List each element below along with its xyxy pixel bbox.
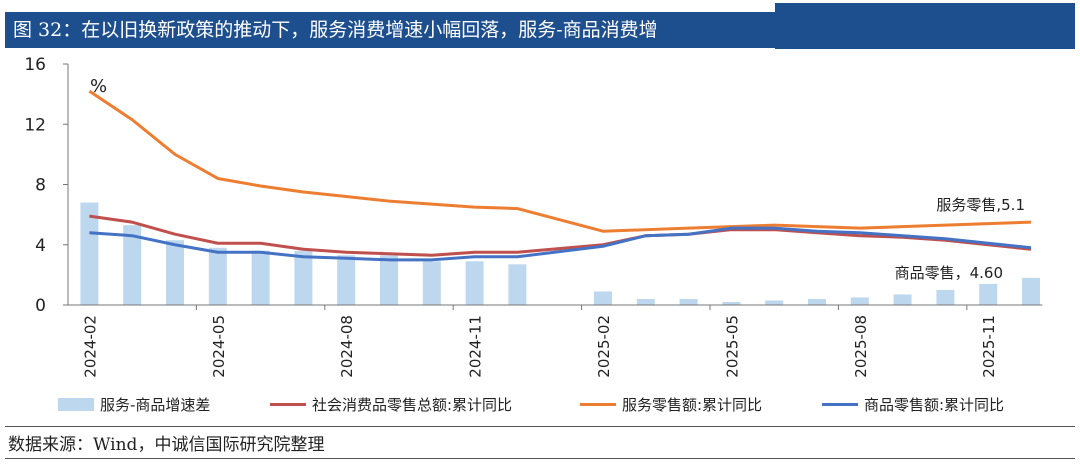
y-tick-label: 0 — [35, 296, 46, 316]
bar — [808, 298, 826, 305]
x-tick-label: 2024-05 — [210, 315, 228, 378]
x-tick-label: 2025-08 — [852, 315, 870, 378]
annotation-service: 服务零售,5.1 — [936, 196, 1025, 214]
legend-label: 服务-商品增速差 — [100, 396, 211, 414]
legend-swatch — [58, 398, 94, 411]
bar — [166, 240, 184, 305]
y-tick-label: 12 — [24, 115, 46, 135]
y-tick-label: 4 — [35, 236, 46, 256]
divider — [5, 458, 1075, 459]
legend-item-diff: 服务-商品增速差 — [58, 394, 210, 415]
bar — [936, 289, 955, 305]
legend-swatch — [270, 403, 306, 406]
bar — [765, 300, 784, 305]
legend-label: 商品零售额:累计同比 — [864, 396, 1005, 414]
title-banner-block — [775, 3, 1075, 49]
legend-swatch — [580, 403, 616, 406]
legend-label: 社会消费品零售总额:累计同比 — [312, 396, 513, 414]
bar — [80, 202, 99, 305]
bar — [893, 294, 912, 305]
bar — [679, 298, 698, 305]
legend-label: 服务零售额:累计同比 — [622, 396, 763, 414]
x-tick-label: 2025-05 — [723, 315, 741, 378]
unit-label: % — [90, 76, 107, 97]
bar — [251, 250, 270, 305]
bar — [979, 283, 998, 305]
bar — [294, 250, 313, 305]
bar — [337, 255, 356, 305]
bar — [722, 301, 741, 305]
bar — [850, 297, 869, 305]
series-line-3 — [89, 226, 1032, 262]
x-tick-label: 2024-11 — [467, 315, 485, 378]
bar — [1022, 277, 1040, 305]
bar — [422, 261, 441, 305]
x-tick-label: 2024-08 — [338, 315, 356, 378]
bar — [636, 298, 655, 305]
bar — [208, 247, 227, 305]
source-note: 数据来源：Wind，中诚信国际研究院整理 — [8, 435, 325, 455]
legend-item-service: 服务零售额:累计同比 — [580, 394, 762, 415]
bar — [380, 255, 398, 305]
x-tick-label: 2024-02 — [81, 315, 99, 378]
legend-item-total: 社会消费品零售总额:累计同比 — [270, 394, 512, 415]
series-line-1 — [89, 214, 1032, 257]
chart: 0 4 8 12 16% 2024-02 2024-05 2024-08 2024-11 2025… — [24, 55, 1043, 378]
bar — [465, 261, 484, 305]
bar — [123, 225, 142, 305]
annotation-goods: 商品零售，4.60 — [895, 264, 1003, 282]
legend-swatch — [822, 403, 858, 406]
bar — [594, 291, 612, 305]
figure-title: 图 32：在以旧换新政策的推动下，服务消费增速小幅回落，服务-商品消费增 — [5, 12, 775, 48]
series-line-2 — [88, 89, 1032, 233]
x-tick-label: 2025-11 — [980, 315, 998, 378]
bar — [508, 264, 527, 305]
x-tick-label: 2025-02 — [595, 315, 613, 378]
y-tick-label: 8 — [35, 176, 46, 196]
y-tick-label: 16 — [24, 55, 46, 75]
divider — [5, 426, 1075, 427]
legend-item-goods: 商品零售额:累计同比 — [822, 394, 1004, 415]
